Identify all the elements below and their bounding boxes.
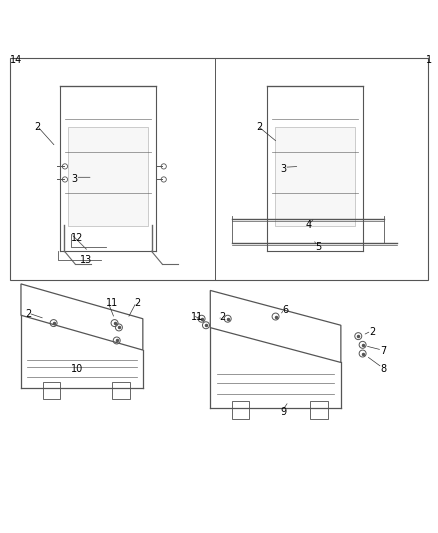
Bar (113, 382, 130, 399)
Text: 12: 12 (71, 233, 83, 243)
Text: 14: 14 (10, 55, 22, 65)
Text: 11: 11 (191, 312, 203, 321)
Text: 7: 7 (380, 346, 386, 357)
Text: 8: 8 (380, 364, 386, 374)
Text: 1: 1 (426, 55, 432, 65)
Text: 4: 4 (306, 220, 312, 230)
Bar (10, 58, 428, 279)
Text: 13: 13 (80, 255, 92, 265)
Text: 2: 2 (34, 122, 40, 132)
Text: 5: 5 (315, 242, 321, 252)
Bar (43, 382, 60, 399)
Text: 2: 2 (219, 312, 225, 321)
Text: 3: 3 (280, 164, 286, 174)
Text: 9: 9 (280, 407, 286, 417)
Bar (311, 401, 328, 419)
Text: 2: 2 (25, 309, 32, 319)
Text: 3: 3 (71, 174, 77, 184)
Text: 2: 2 (134, 298, 141, 309)
Bar (68, 127, 148, 227)
Bar (275, 127, 355, 227)
Text: 2: 2 (369, 327, 375, 337)
Text: 2: 2 (256, 122, 262, 132)
Text: 6: 6 (282, 305, 288, 315)
Bar (232, 401, 250, 419)
Text: 10: 10 (71, 364, 83, 374)
Text: 11: 11 (106, 298, 118, 309)
